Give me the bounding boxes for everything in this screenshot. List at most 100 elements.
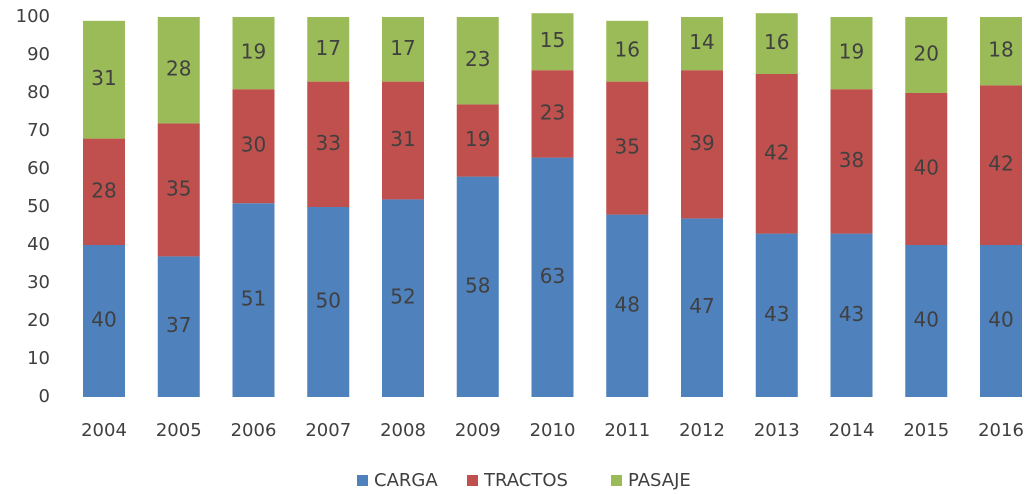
legend-swatch [611,475,622,486]
bar-segment [755,74,798,234]
bar-segment [456,176,499,397]
bar-segment [830,233,873,397]
data-label: 50 [316,289,341,313]
bar-segment [905,17,948,93]
data-label: 43 [764,302,789,326]
data-label: 40 [914,156,939,180]
bar-segment [456,17,499,105]
bar-segment [382,17,424,82]
bar-segment [755,13,798,74]
bar-segment [157,17,200,124]
bar-segment [905,93,948,245]
data-label: 63 [540,264,565,288]
bar-segment [606,20,649,82]
legend-swatch [357,475,368,486]
x-tick-label: 2004 [81,420,127,441]
bar-segment [456,104,499,177]
data-label: 23 [540,100,565,124]
bar-segment [232,17,275,90]
bar-segment [531,157,574,397]
data-label: 19 [241,40,266,64]
data-label: 48 [615,292,640,316]
bar-segment [830,89,873,234]
bar-segment [232,203,275,397]
data-label: 38 [839,148,864,172]
bar-segment [531,13,574,71]
bar-segment [755,233,798,397]
bar-segment [980,17,1022,86]
x-tick-label: 2016 [978,420,1024,441]
bar-segment [681,70,723,219]
legend-swatch [467,475,478,486]
data-label: 51 [241,287,266,311]
data-label: 47 [689,294,714,318]
y-tick-label: 20 [27,310,50,331]
data-label: 19 [839,40,864,64]
data-label: 16 [764,30,789,54]
data-label: 39 [689,131,714,155]
data-label: 33 [316,131,341,155]
data-label: 14 [689,30,714,54]
y-tick-label: 100 [16,6,50,27]
y-tick-label: 0 [39,386,50,407]
data-label: 28 [91,178,116,202]
data-label: 40 [91,308,116,332]
x-tick-label: 2006 [231,420,277,441]
bar-segment [157,256,200,397]
data-label: 15 [540,28,565,52]
data-label: 17 [390,36,415,60]
x-tick-label: 2008 [380,420,426,441]
data-label: 17 [316,36,341,60]
data-label: 30 [241,133,266,157]
x-tick-label: 2007 [305,420,351,441]
legend-label: CARGA [374,470,438,491]
bar-segment [606,214,649,397]
data-label: 42 [764,140,789,164]
bar-segment [905,245,948,397]
bar-segment [307,81,350,207]
x-tick-label: 2009 [455,420,501,441]
data-label: 43 [839,302,864,326]
data-label: 58 [465,273,490,297]
y-tick-label: 60 [27,158,50,179]
legend-label: PASAJE [628,470,691,491]
x-tick-label: 2013 [754,420,800,441]
y-tick-label: 30 [27,272,50,293]
bar-segment [681,17,723,71]
data-label: 52 [390,285,415,309]
y-tick-label: 90 [27,44,50,65]
bar-segment [980,85,1022,246]
data-label: 18 [988,38,1013,62]
data-label: 42 [988,152,1013,176]
data-label: 40 [988,308,1013,332]
bar-segment [830,17,873,90]
bar-segment [606,81,649,215]
bar-segment [681,218,723,397]
data-label: 40 [914,308,939,332]
bar-segment [83,138,125,245]
y-tick-label: 40 [27,234,50,255]
y-tick-label: 50 [27,196,50,217]
x-tick-label: 2005 [156,420,202,441]
data-label: 31 [390,127,415,151]
data-label: 28 [166,57,191,81]
bar-segment [531,70,574,158]
y-tick-label: 10 [27,348,50,369]
data-label: 37 [166,313,191,337]
x-tick-label: 2012 [679,420,725,441]
bar-segment [382,199,424,397]
bar-segment [307,207,350,397]
bar-segment [307,17,350,82]
x-tick-label: 2015 [903,420,949,441]
x-tick-label: 2011 [604,420,650,441]
data-label: 31 [91,66,116,90]
x-tick-label: 2014 [829,420,875,441]
legend-label: TRACTOS [483,470,568,491]
data-label: 20 [914,42,939,66]
data-label: 35 [166,176,191,200]
data-label: 23 [465,47,490,71]
data-label: 35 [615,135,640,159]
data-label: 16 [615,38,640,62]
data-label: 19 [465,127,490,151]
